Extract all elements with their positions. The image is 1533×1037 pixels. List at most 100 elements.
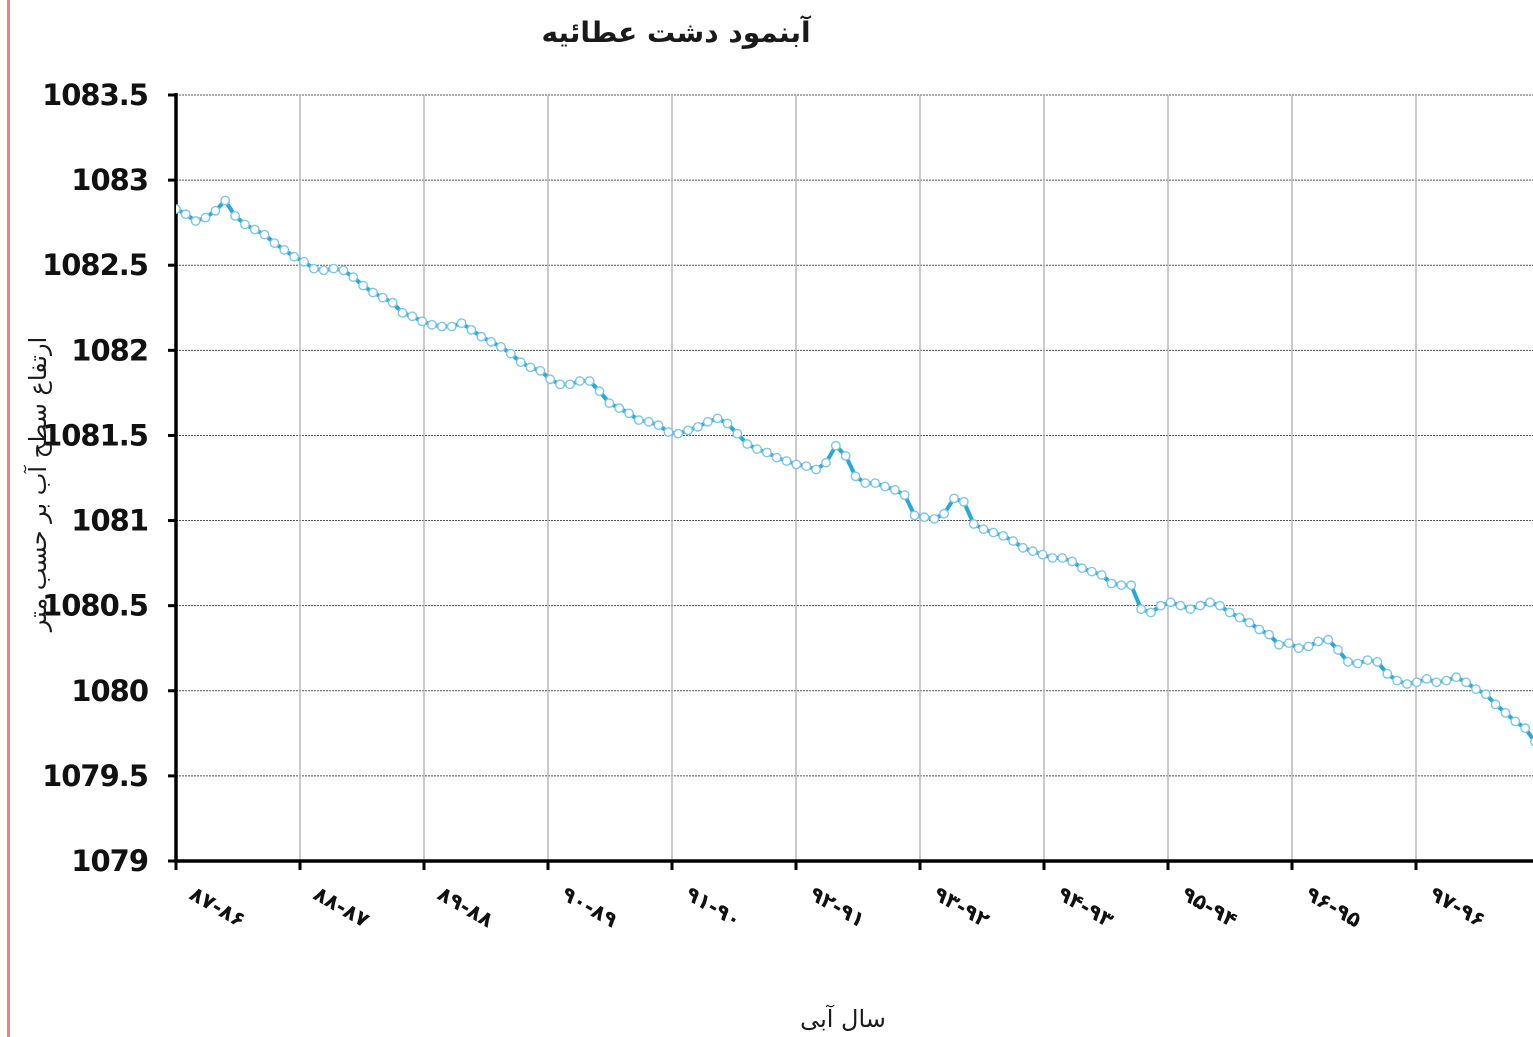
data-point	[1037, 549, 1048, 560]
x-tick-label: ۹۵-۹۴	[1178, 882, 1242, 933]
data-point	[840, 450, 851, 461]
x-tick-label: ۹۰-۸۹	[558, 882, 622, 933]
data-point	[535, 365, 546, 376]
data-point	[1441, 675, 1452, 686]
data-point	[1293, 643, 1304, 654]
data-point	[1067, 556, 1078, 567]
data-point	[397, 307, 408, 318]
data-point	[1343, 656, 1353, 667]
data-point	[702, 416, 713, 427]
y-tick-label: 1082	[71, 333, 148, 367]
data-point	[732, 428, 743, 439]
data-point	[1018, 542, 1028, 553]
data-point	[890, 484, 900, 495]
data-point	[308, 263, 319, 274]
data-point	[830, 440, 841, 451]
data-point	[269, 238, 280, 249]
data-point	[338, 265, 349, 276]
data-point	[525, 362, 536, 373]
data-point	[860, 478, 871, 488]
data-point	[929, 514, 940, 524]
data-point	[1195, 600, 1206, 611]
data-point	[614, 403, 625, 414]
data-point	[446, 321, 457, 332]
x-tick-label: ۹۲-۹۱	[806, 882, 870, 933]
data-point	[811, 464, 821, 475]
data-point	[545, 374, 556, 385]
x-tick-label: ۹۱-۹۰	[682, 882, 746, 933]
data-point	[259, 229, 270, 240]
data-point	[1421, 674, 1432, 684]
data-point	[968, 519, 979, 529]
data-point	[624, 408, 634, 419]
data-point	[456, 318, 467, 328]
x-tick-label: ۹۶-۹۵	[1302, 882, 1366, 933]
data-point	[1185, 604, 1196, 614]
data-point	[1215, 600, 1225, 611]
data-point	[1382, 668, 1393, 679]
y-tick-label: 1079.5	[42, 759, 148, 793]
data-point	[210, 205, 221, 216]
data-point	[604, 398, 615, 408]
data-point	[1047, 553, 1058, 563]
data-point	[1323, 634, 1334, 645]
data-point	[1372, 656, 1383, 667]
data-point	[899, 490, 910, 500]
data-point	[1136, 604, 1147, 614]
x-axis-label: سال آبی	[800, 1004, 886, 1033]
series-line	[176, 198, 1533, 743]
data-point	[1362, 655, 1373, 665]
data-point	[299, 256, 309, 267]
series-water-level	[176, 195, 1533, 747]
y-tick-label: 1079	[71, 844, 148, 878]
page-left-border	[0, 0, 10, 1037]
data-point	[505, 348, 516, 359]
data-point	[1254, 624, 1265, 635]
data-point	[348, 272, 359, 282]
data-point	[1008, 536, 1018, 546]
data-point	[693, 421, 703, 432]
data-point	[683, 425, 693, 436]
data-point	[249, 224, 260, 235]
data-point	[1431, 677, 1442, 688]
data-point	[850, 471, 861, 482]
data-point	[1077, 563, 1087, 574]
data-point	[791, 459, 802, 470]
data-point	[515, 357, 526, 368]
data-point	[565, 379, 575, 390]
data-point	[781, 456, 792, 466]
axes	[168, 93, 1533, 870]
data-point	[1224, 607, 1235, 618]
data-point	[801, 461, 812, 471]
data-point	[1471, 684, 1481, 694]
data-point	[417, 316, 428, 327]
data-point	[722, 418, 733, 429]
data-point	[653, 420, 664, 431]
data-point	[358, 280, 368, 291]
data-point	[752, 444, 762, 454]
data-point	[180, 209, 191, 220]
chart-title: آبنمود دشت عطائیه	[541, 15, 812, 49]
data-point	[673, 428, 684, 439]
data-point	[870, 478, 881, 488]
y-tick-label: 1081	[71, 504, 148, 538]
x-tick-label: ۸۸-۸۷	[310, 882, 374, 933]
data-point	[1205, 597, 1215, 608]
data-point	[436, 321, 447, 332]
data-point	[1283, 638, 1294, 648]
data-point	[407, 311, 418, 322]
x-tick-label: ۹۳-۹۲	[930, 882, 994, 933]
data-point	[289, 251, 300, 262]
data-point	[988, 527, 999, 538]
data-point	[1490, 699, 1501, 710]
data-point	[1126, 580, 1137, 591]
data-point	[958, 496, 969, 507]
data-point	[1264, 629, 1275, 640]
data-point	[1520, 723, 1531, 734]
data-point	[1303, 641, 1314, 652]
data-point	[574, 376, 585, 386]
data-point	[496, 341, 506, 352]
y-tick-label: 1083	[71, 163, 148, 197]
data-point	[427, 319, 437, 330]
